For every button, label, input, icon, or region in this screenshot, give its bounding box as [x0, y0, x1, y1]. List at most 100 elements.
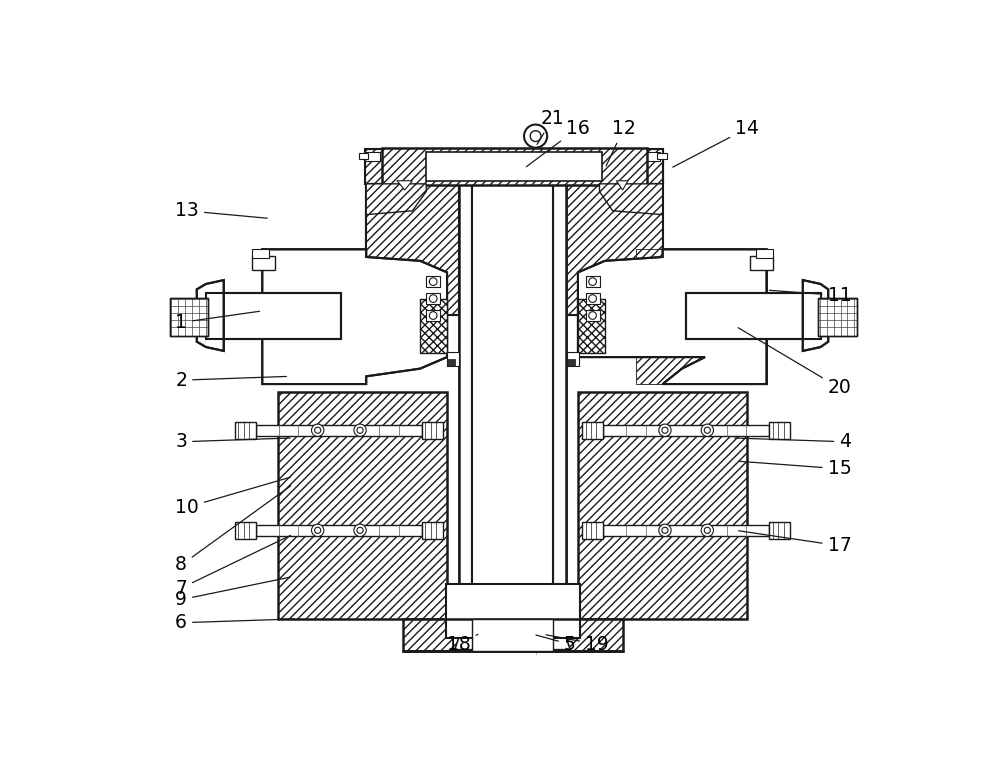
Circle shape: [659, 424, 671, 437]
Bar: [262, 249, 366, 384]
Bar: [295, 293, 341, 339]
Circle shape: [701, 524, 713, 536]
Bar: [235, 522, 256, 539]
Bar: [365, 152, 380, 161]
Text: 13: 13: [175, 201, 267, 220]
Circle shape: [704, 427, 710, 434]
Bar: [358, 153, 368, 159]
Bar: [756, 248, 773, 258]
Bar: [365, 149, 663, 184]
Bar: [197, 290, 224, 341]
Text: 15: 15: [739, 459, 851, 479]
Bar: [603, 525, 769, 536]
Text: 16: 16: [526, 119, 590, 167]
Bar: [686, 293, 820, 339]
Polygon shape: [366, 184, 459, 315]
Bar: [366, 184, 459, 315]
Text: 20: 20: [738, 328, 851, 398]
Polygon shape: [197, 280, 224, 351]
Bar: [252, 256, 275, 270]
Bar: [803, 290, 828, 341]
Bar: [527, 158, 544, 165]
Bar: [472, 180, 553, 611]
Bar: [578, 392, 747, 619]
Bar: [769, 522, 790, 539]
Circle shape: [659, 524, 671, 536]
Bar: [426, 293, 440, 304]
Text: 11: 11: [769, 286, 851, 305]
Text: 8: 8: [175, 485, 291, 575]
Bar: [818, 298, 857, 336]
Bar: [459, 180, 566, 646]
Bar: [567, 360, 575, 366]
Text: 9: 9: [175, 577, 290, 609]
Bar: [170, 298, 208, 336]
Bar: [422, 522, 443, 539]
Circle shape: [315, 427, 321, 434]
Bar: [566, 184, 663, 315]
Bar: [578, 392, 747, 619]
Circle shape: [429, 295, 437, 303]
Text: 4: 4: [735, 432, 851, 451]
Bar: [657, 153, 666, 159]
Bar: [586, 293, 600, 304]
Circle shape: [589, 295, 596, 303]
Circle shape: [429, 312, 437, 319]
Bar: [403, 619, 623, 652]
Circle shape: [589, 278, 596, 286]
Bar: [426, 277, 440, 287]
Polygon shape: [262, 249, 447, 384]
Circle shape: [357, 427, 363, 434]
Bar: [403, 619, 623, 652]
Text: 14: 14: [673, 119, 759, 167]
Circle shape: [357, 527, 363, 533]
Text: 2: 2: [175, 370, 286, 389]
Text: 1: 1: [175, 312, 260, 332]
Circle shape: [530, 131, 541, 142]
Circle shape: [662, 427, 668, 434]
Bar: [278, 392, 447, 619]
Bar: [422, 422, 443, 439]
Circle shape: [312, 524, 324, 536]
Bar: [750, 256, 773, 270]
Text: 10: 10: [175, 477, 290, 517]
Polygon shape: [566, 184, 663, 315]
Bar: [426, 153, 600, 180]
Circle shape: [662, 527, 668, 533]
Bar: [567, 352, 579, 366]
Text: 17: 17: [739, 531, 851, 555]
Text: 3: 3: [175, 432, 290, 451]
Bar: [278, 392, 447, 619]
Polygon shape: [600, 184, 663, 215]
Text: 18: 18: [447, 634, 478, 654]
Text: 7: 7: [175, 536, 291, 597]
Bar: [420, 299, 447, 354]
Circle shape: [524, 124, 547, 148]
Bar: [636, 249, 767, 384]
Bar: [206, 293, 341, 339]
Bar: [566, 184, 659, 315]
Bar: [235, 422, 256, 439]
Bar: [252, 248, 269, 258]
Polygon shape: [578, 249, 767, 384]
Bar: [686, 293, 820, 339]
Bar: [566, 184, 659, 315]
Bar: [206, 293, 252, 339]
Text: 19: 19: [546, 635, 609, 654]
Circle shape: [354, 424, 366, 437]
Circle shape: [589, 312, 596, 319]
Bar: [775, 293, 820, 339]
Bar: [459, 180, 566, 646]
Polygon shape: [803, 280, 828, 351]
Circle shape: [354, 524, 366, 536]
Bar: [645, 152, 660, 161]
Bar: [578, 299, 605, 354]
Bar: [366, 184, 459, 315]
Bar: [426, 152, 602, 181]
Circle shape: [312, 424, 324, 437]
Bar: [170, 298, 208, 336]
Bar: [382, 148, 647, 184]
Bar: [578, 299, 605, 354]
Bar: [472, 180, 553, 634]
Bar: [256, 425, 422, 436]
